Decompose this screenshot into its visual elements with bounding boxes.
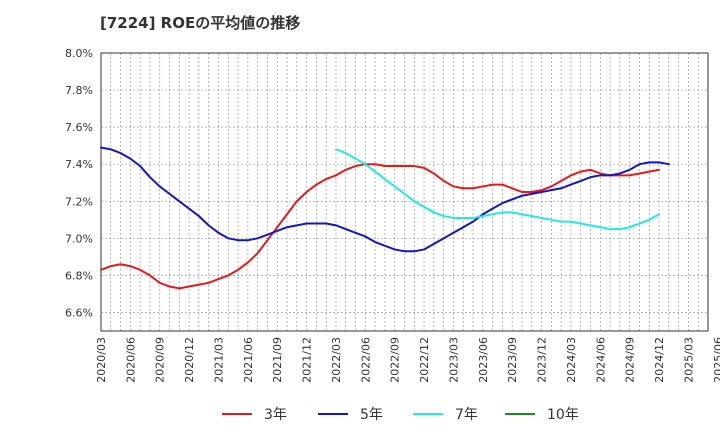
- y-tick-label: 7.8%: [65, 84, 93, 97]
- x-tick-label: 2024/06: [594, 337, 607, 383]
- x-tick-label: 2020/06: [124, 337, 137, 383]
- x-tick-label: 2021/06: [242, 337, 255, 383]
- series-line-2: [100, 146, 670, 253]
- legend-label-2: 5年: [360, 407, 383, 423]
- x-tick-label: 2023/09: [506, 337, 519, 383]
- x-tick-label: 2021/03: [212, 337, 225, 383]
- legend-label-4: 10年: [547, 407, 579, 423]
- y-tick-label: 7.0%: [65, 232, 93, 245]
- plot-frame: [100, 52, 709, 332]
- series-layer: [100, 146, 670, 290]
- x-tick-label: 2024/03: [565, 337, 578, 383]
- x-tick-label: 2023/03: [447, 337, 460, 383]
- legend-label-1: 3年: [264, 407, 287, 423]
- y-tick-label: 6.8%: [65, 269, 93, 282]
- series-line-1: [100, 163, 661, 290]
- y-tick-label: 7.2%: [65, 195, 93, 208]
- legend: 3年 5年 7年 10年: [222, 407, 579, 423]
- y-tick-label: 7.6%: [65, 121, 93, 134]
- x-tick-label: 2020/09: [154, 337, 167, 383]
- x-tick-label: 2023/06: [477, 337, 490, 383]
- x-tick-label: 2025/03: [682, 337, 695, 383]
- x-tick-label: 2022/12: [418, 337, 431, 383]
- x-tick-label: 2022/09: [389, 337, 402, 383]
- x-tick-label: 2024/12: [653, 337, 666, 383]
- grid-layer: [100, 52, 709, 331]
- x-tick-label: 2021/12: [301, 337, 314, 383]
- y-tick-label: 7.4%: [65, 158, 93, 171]
- x-tick-label: 2025/06: [712, 337, 720, 383]
- legend-label-3: 7年: [455, 407, 478, 423]
- x-tick-label: 2022/03: [330, 337, 343, 383]
- y-tick-label: 8.0%: [65, 47, 93, 60]
- x-tick-label: 2020/12: [183, 337, 196, 383]
- series-line-3: [334, 148, 661, 231]
- axis-layer: 6.6% 6.8% 7.0% 7.2% 7.4% 7.6% 7.8% 8.0% 2020/03 2…: [65, 47, 720, 383]
- x-tick-label: 2022/06: [359, 337, 372, 383]
- x-tick-label: 2020/03: [95, 337, 108, 383]
- x-tick-label: 2021/09: [271, 337, 284, 383]
- chart-title: [7224] ROEの平均値の推移: [100, 14, 301, 32]
- x-tick-label: 2024/09: [624, 337, 637, 383]
- x-tick-label: 2023/12: [536, 337, 549, 383]
- y-tick-label: 6.6%: [65, 306, 93, 319]
